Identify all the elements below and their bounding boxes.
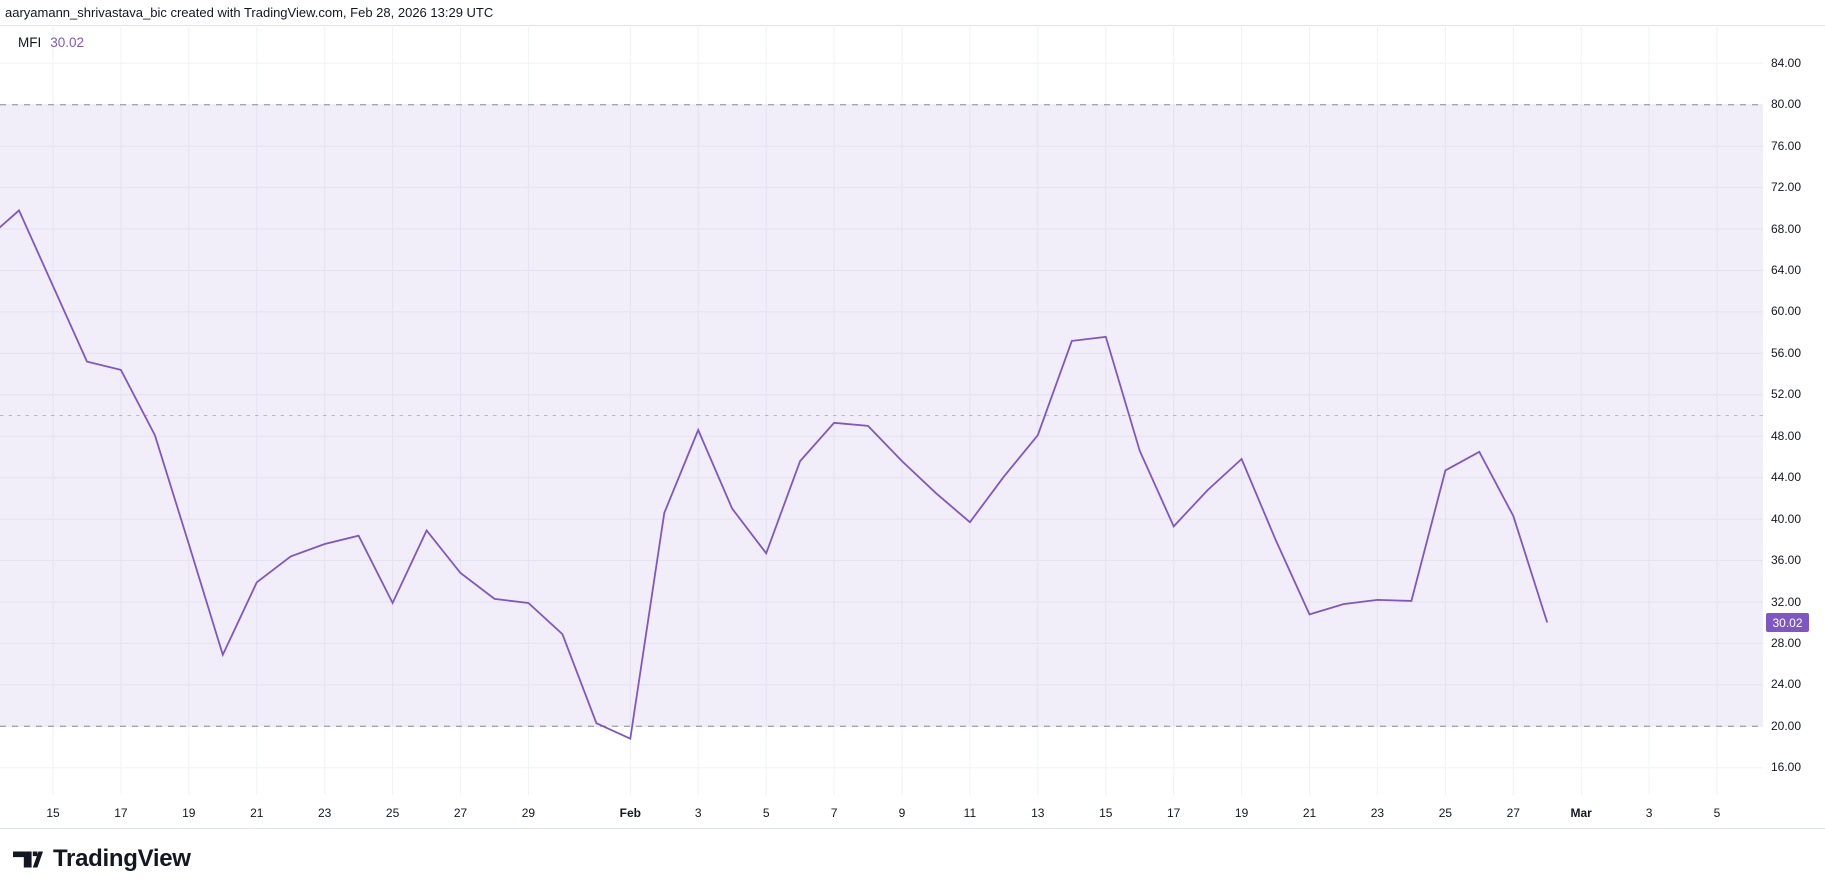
tradingview-wordmark: TradingView xyxy=(53,845,191,872)
y-axis-label: 28.00 xyxy=(1771,635,1802,650)
x-axis-month-label: Feb xyxy=(619,806,641,820)
x-axis-label: 17 xyxy=(1167,806,1181,820)
y-axis-label: 16.00 xyxy=(1771,760,1802,775)
indicator-value-label: 30.02 xyxy=(50,35,85,50)
x-axis-label: 17 xyxy=(114,806,128,820)
y-axis-label: 64.00 xyxy=(1771,263,1802,277)
x-axis-label: 5 xyxy=(762,806,770,820)
x-axis-label: 13 xyxy=(1031,806,1045,820)
x-axis-label: 7 xyxy=(830,806,838,820)
x-axis-label: 19 xyxy=(182,806,196,820)
x-axis-label: 3 xyxy=(694,806,702,820)
x-axis-label: 25 xyxy=(1438,806,1453,820)
x-axis-label: 15 xyxy=(46,806,60,820)
y-axis-label: 76.00 xyxy=(1771,138,1802,153)
x-axis-label: 27 xyxy=(453,806,468,820)
footer[interactable]: TradingView xyxy=(13,845,191,873)
x-axis-label: 15 xyxy=(1099,806,1113,820)
attribution-text: aaryamann_shrivastava_bic created with T… xyxy=(5,5,494,20)
x-axis-month-label: Mar xyxy=(1570,806,1592,820)
y-axis-label: 80.00 xyxy=(1771,97,1802,112)
x-axis-label: 25 xyxy=(385,806,400,820)
last-value-badge: 30.02 xyxy=(1766,613,1809,632)
y-axis-label: 56.00 xyxy=(1771,345,1802,360)
x-axis-label: 21 xyxy=(1302,806,1317,820)
x-axis-label: 23 xyxy=(318,806,332,820)
y-axis-label: 32.00 xyxy=(1771,594,1802,609)
x-axis-label: 11 xyxy=(963,806,977,820)
y-axis-label: 44.00 xyxy=(1771,470,1802,485)
y-axis-label: 24.00 xyxy=(1771,677,1802,692)
x-axis-label: 23 xyxy=(1370,806,1385,820)
y-axis-label: 20.00 xyxy=(1771,718,1802,733)
x-axis-label: 27 xyxy=(1506,806,1520,820)
y-axis-label: 40.00 xyxy=(1771,511,1802,526)
y-axis-label: 52.00 xyxy=(1771,387,1802,402)
indicator-name-label: MFI xyxy=(18,35,42,50)
indicator-legend: MFI 30.02 xyxy=(18,35,84,50)
y-axis-label: 68.00 xyxy=(1771,221,1802,236)
x-axis-label: 5 xyxy=(1713,806,1721,820)
x-axis-label: 21 xyxy=(250,806,264,820)
y-axis-label: 84.00 xyxy=(1771,55,1802,70)
y-axis-label: 36.00 xyxy=(1771,553,1802,567)
x-axis-label: 19 xyxy=(1234,806,1249,820)
bottom-divider xyxy=(0,828,1825,829)
x-axis-label: 29 xyxy=(521,806,536,820)
y-axis-label: 72.00 xyxy=(1771,180,1802,195)
y-axis-label: 48.00 xyxy=(1771,428,1802,443)
x-axis-label: 9 xyxy=(898,806,906,820)
y-axis-label: 60.00 xyxy=(1771,304,1802,319)
x-axis-label: 3 xyxy=(1645,806,1653,820)
tradingview-logo-icon xyxy=(13,851,43,867)
mfi-plot-area[interactable] xyxy=(0,0,1763,829)
header-divider xyxy=(0,25,1825,26)
